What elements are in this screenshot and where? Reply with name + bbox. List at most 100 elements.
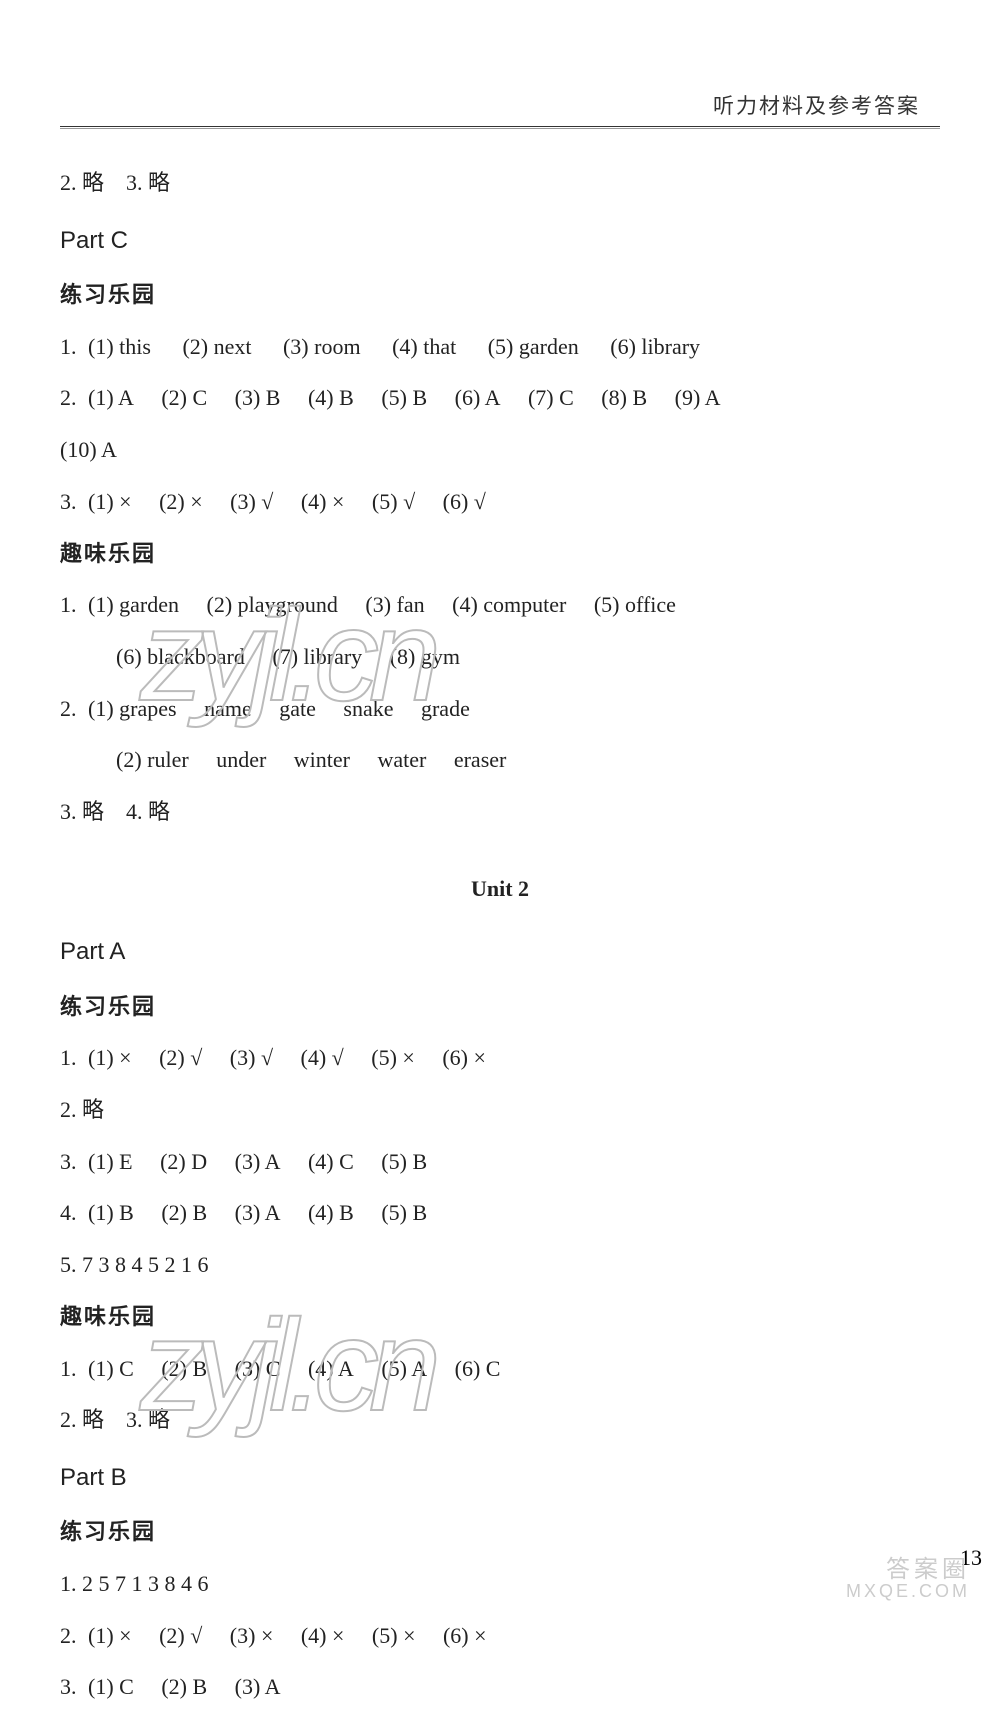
ans: (1) × (88, 476, 132, 528)
lead: 2. (60, 683, 77, 735)
ans: (1) garden (88, 579, 179, 631)
b-practice-q1: 1. 2 5 7 1 3 8 4 6 (60, 1558, 940, 1610)
lead: 1. (60, 1032, 77, 1084)
ans: (4) √ (301, 1032, 344, 1084)
c-practice-q3: 3. (1) × (2) × (3) √ (4) × (5) √ (6) √ (60, 476, 940, 528)
practice-label-b: 练习乐园 (60, 1506, 940, 1558)
page-header: 听力材料及参考答案 (60, 50, 940, 120)
ans: winter (294, 734, 350, 786)
lead: 3. (60, 1136, 77, 1188)
c-fun-q2a: 2. (1) grapes name gate snake grade (60, 683, 940, 735)
lead: 1. (60, 321, 77, 373)
ans: (1) × (88, 1610, 132, 1662)
c-fun-q2b: (2) ruler under winter water eraser (60, 734, 940, 786)
footer-brand: 答案圈 (886, 1549, 970, 1584)
ans: (4) × (301, 476, 345, 528)
ans: (3) A (235, 1661, 281, 1713)
ans: (4) computer (452, 579, 566, 631)
ans: (1) × (88, 1032, 132, 1084)
b-practice-q3: 3. (1) C (2) B (3) A (60, 1661, 940, 1713)
ans: (8) gym (390, 631, 460, 683)
ans: (5) garden (488, 321, 579, 373)
ans: (3) A (235, 1187, 281, 1239)
ans: (1) grapes (88, 683, 177, 735)
ans: water (377, 734, 426, 786)
ans: (5) × (372, 1610, 416, 1662)
header-divider (60, 126, 940, 129)
practice-label-c: 练习乐园 (60, 269, 940, 321)
lead: 2. (60, 372, 77, 424)
fun-label-c: 趣味乐园 (60, 528, 940, 580)
ans: (1) B (88, 1187, 134, 1239)
ans: snake (343, 683, 393, 735)
ans: grade (421, 683, 470, 735)
part-c-title: Part C (60, 213, 940, 269)
ans: (5) × (371, 1032, 415, 1084)
ans: (8) B (601, 372, 647, 424)
ans: (3) room (283, 321, 361, 373)
ans: (4) C (308, 1136, 354, 1188)
ans: (5) √ (372, 476, 415, 528)
ans: (1) C (88, 1661, 134, 1713)
ans: (3) B (235, 372, 281, 424)
c-fun-q1: 1. (1) garden (2) playground (3) fan (4)… (60, 579, 940, 631)
ans: (6) blackboard (116, 631, 245, 683)
ans: (2) √ (159, 1610, 202, 1662)
part-a-title: Part A (60, 924, 940, 980)
ans: (2) C (161, 372, 207, 424)
c-practice-q2b: (10) A (60, 424, 940, 476)
ans: (2) B (161, 1187, 207, 1239)
fun-label-a: 趣味乐园 (60, 1291, 940, 1343)
ans: (3) A (235, 1136, 281, 1188)
a-practice-q1: 1. (1) × (2) √ (3) √ (4) √ (5) × (6) × (60, 1032, 940, 1084)
ans: (2) B (161, 1343, 207, 1395)
ans: (5) A (381, 1343, 427, 1395)
ans: (2) next (182, 321, 251, 373)
ans: (6) A (455, 372, 501, 424)
part-b-title: Part B (60, 1450, 940, 1506)
ans: gate (279, 683, 316, 735)
ans: (4) B (308, 1187, 354, 1239)
ans: (1) E (88, 1136, 133, 1188)
ans: (6) library (610, 321, 700, 373)
ans: (3) √ (230, 476, 273, 528)
ans: (3) √ (230, 1032, 273, 1084)
ans: (3) × (230, 1610, 274, 1662)
ans: (2) B (161, 1661, 207, 1713)
ans: (6) × (443, 1610, 487, 1662)
a-fun-q1: 1. (1) C (2) B (3) C (4) A (5) A (6) C (60, 1343, 940, 1395)
lead: 3. (60, 1661, 77, 1713)
ans: (4) A (308, 1343, 354, 1395)
ans: (6) × (442, 1032, 486, 1084)
lead: 1. (60, 579, 77, 631)
a-fun-q23: 2. 略 3. 略 (60, 1394, 940, 1446)
ans: (5) B (381, 372, 427, 424)
ans: eraser (454, 734, 507, 786)
ans: (6) C (455, 1343, 501, 1395)
ans: (3) fan (365, 579, 424, 631)
b-practice-q2: 2. (1) × (2) √ (3) × (4) × (5) × (6) × (60, 1610, 940, 1662)
c-practice-q2: 2. (1) A (2) C (3) B (4) B (5) B (6) A (… (60, 372, 940, 424)
ans: (10) A (60, 424, 117, 476)
unit2-heading: Unit 2 (60, 863, 940, 915)
top-omitted: 2. 略 3. 略 (60, 157, 940, 209)
footer-url: MXQE.COM (846, 1581, 970, 1602)
c-practice-q1: 1. (1) this (2) next (3) room (4) that (… (60, 321, 940, 373)
ans: (3) C (235, 1343, 281, 1395)
ans: (9) A (675, 372, 721, 424)
practice-label-a: 练习乐园 (60, 981, 940, 1033)
ans: (2) playground (207, 579, 338, 631)
ans: name (204, 683, 252, 735)
ans: (1) this (88, 321, 151, 373)
c-fun-q1b: (6) blackboard (7) library (8) gym (60, 631, 940, 683)
ans: (2) D (160, 1136, 207, 1188)
lead: 2. (60, 1610, 77, 1662)
ans: (4) × (301, 1610, 345, 1662)
ans: (1) C (88, 1343, 134, 1395)
a-practice-q3: 3. (1) E (2) D (3) A (4) C (5) B (60, 1136, 940, 1188)
ans: (4) B (308, 372, 354, 424)
c-fun-q34: 3. 略 4. 略 (60, 786, 940, 838)
ans: (4) that (392, 321, 456, 373)
ans: (7) C (528, 372, 574, 424)
ans: (5) office (594, 579, 676, 631)
